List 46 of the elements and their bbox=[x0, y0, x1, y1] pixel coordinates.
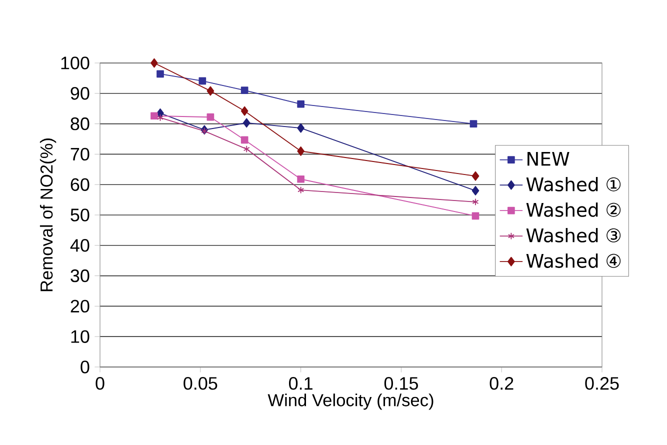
point bbox=[298, 186, 304, 194]
legend-label: Washed ① bbox=[526, 176, 621, 192]
y-tick-label: 50 bbox=[70, 208, 90, 222]
y-tick-label: 40 bbox=[70, 239, 90, 252]
point bbox=[472, 186, 480, 196]
y-tick-label: 70 bbox=[70, 148, 90, 161]
point bbox=[206, 113, 214, 121]
x-tick-label: 0.05 bbox=[184, 377, 218, 390]
point bbox=[297, 175, 304, 183]
y-axis-title: Removal of NO2(%) bbox=[40, 138, 56, 292]
point bbox=[240, 86, 248, 94]
x-tick-label: 0.25 bbox=[585, 377, 619, 390]
y-tick-label: 20 bbox=[70, 300, 90, 313]
point bbox=[206, 86, 214, 96]
y-tick-label: 60 bbox=[70, 178, 90, 191]
point bbox=[156, 70, 164, 78]
point bbox=[157, 114, 164, 122]
point bbox=[198, 77, 206, 85]
point bbox=[240, 136, 248, 144]
y-tick-label: 100 bbox=[61, 56, 90, 70]
point bbox=[150, 58, 158, 68]
point bbox=[297, 100, 304, 108]
y-tick-label: 0 bbox=[80, 360, 90, 374]
point bbox=[243, 145, 250, 153]
x-tick-label: 0 bbox=[96, 377, 104, 390]
x-tick-label: 0.1 bbox=[289, 377, 312, 390]
y-tick-label: 10 bbox=[71, 330, 90, 343]
x-tick-label: 0.15 bbox=[384, 377, 418, 390]
point bbox=[150, 112, 158, 120]
point bbox=[472, 212, 480, 220]
point bbox=[297, 123, 304, 133]
y-tick-label: 30 bbox=[70, 269, 90, 282]
y-tick-label: 80 bbox=[70, 117, 90, 130]
x-tick-label: 0.2 bbox=[490, 377, 514, 390]
point bbox=[297, 146, 304, 156]
x-axis-title: Wind Velocity (m/sec) bbox=[268, 394, 434, 410]
point bbox=[470, 120, 478, 128]
point bbox=[240, 106, 248, 116]
point bbox=[242, 118, 250, 128]
point bbox=[472, 198, 479, 206]
point bbox=[472, 171, 480, 181]
legend-label: NEW bbox=[528, 152, 570, 166]
legend-label: Washed ② bbox=[526, 202, 621, 217]
legend-label: Washed ③ bbox=[526, 228, 621, 242]
legend-label: Washed ④ bbox=[526, 253, 621, 268]
y-tick-label: 90 bbox=[70, 87, 90, 100]
